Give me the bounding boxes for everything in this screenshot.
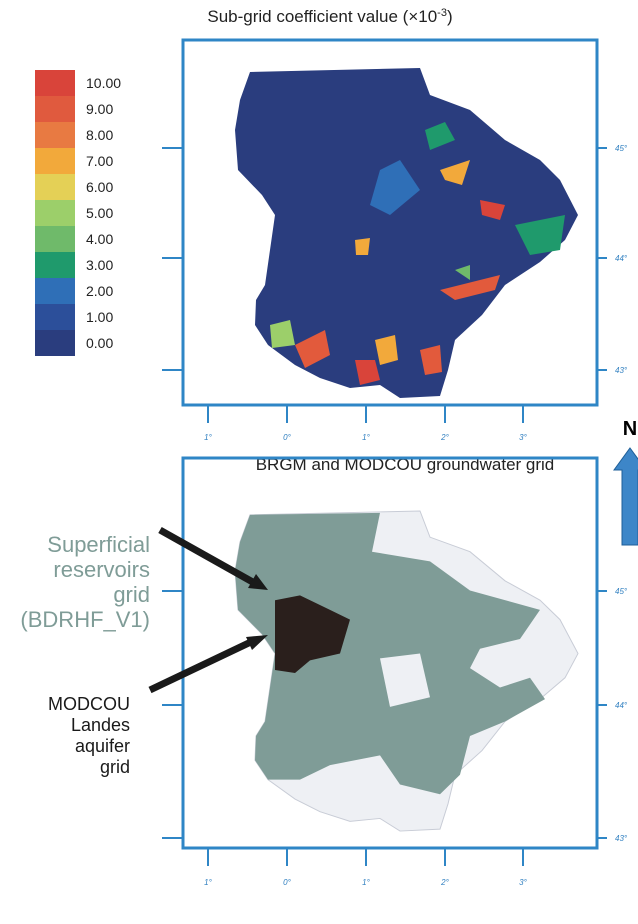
legend-swatch xyxy=(35,96,75,122)
legend-swatch xyxy=(35,278,75,304)
legend-label: 8.00 xyxy=(86,127,113,143)
annotations: Superficialreservoirsgrid(BDRHF_V1)MODCO… xyxy=(20,532,150,777)
legend-swatch xyxy=(35,148,75,174)
annotation-line: Landes xyxy=(71,715,130,735)
legend-label: 6.00 xyxy=(86,179,113,195)
latitude-label: 44° xyxy=(615,701,628,710)
longitude-label: 3° xyxy=(519,433,527,442)
latitude-label: 45° xyxy=(615,587,628,596)
map-frame xyxy=(181,456,599,850)
map-patches xyxy=(270,122,565,385)
annotation-line: (BDRHF_V1) xyxy=(20,607,150,632)
legend: 10.00 9.00 8.00 7.00 6.00 5.00 4.00 3.00 2.00 1.0… xyxy=(35,70,121,356)
latitude-label: 43° xyxy=(615,834,628,843)
latitude-label: 45° xyxy=(615,144,628,153)
map-frame xyxy=(181,38,599,407)
legend-swatch xyxy=(35,252,75,278)
longitude-label: 1° xyxy=(362,878,370,887)
legend-label: 0.00 xyxy=(86,335,113,351)
legend-label: 5.00 xyxy=(86,205,113,221)
annotation-line: MODCOU xyxy=(48,694,130,714)
legend-label: 1.00 xyxy=(86,309,113,325)
longitude-label: 1° xyxy=(204,878,212,887)
legend-swatch xyxy=(35,70,75,96)
longitude-label: 2° xyxy=(440,433,449,442)
north-label: N xyxy=(623,418,637,440)
panel-title: BRGM and MODCOU groundwater grid xyxy=(256,455,555,474)
legend-label: 7.00 xyxy=(86,153,113,169)
latitude-label: 44° xyxy=(615,254,628,263)
legend-swatch xyxy=(35,226,75,252)
longitude-label: 1° xyxy=(362,433,370,442)
legend-swatch xyxy=(35,174,75,200)
panel-title: Sub-grid coefficient value (×10-3) xyxy=(207,7,452,26)
legend-swatch xyxy=(35,330,75,356)
annotation-line: Superficial xyxy=(47,532,150,557)
annotation-line: reservoirs xyxy=(53,557,150,582)
longitude-label: 3° xyxy=(519,878,527,887)
north-arrow xyxy=(613,447,638,546)
longitude-label: 1° xyxy=(204,433,212,442)
legend-label: 2.00 xyxy=(86,283,113,299)
legend-label: 3.00 xyxy=(86,257,113,273)
longitude-label: 0° xyxy=(283,433,291,442)
legend-label: 10.00 xyxy=(86,75,121,91)
legend-swatch xyxy=(35,122,75,148)
longitude-label: 2° xyxy=(440,878,449,887)
annotation-line: grid xyxy=(100,757,130,777)
latitude-label: 43° xyxy=(615,366,628,375)
legend-swatch xyxy=(35,200,75,226)
annotation-line: grid xyxy=(113,582,150,607)
grid-map xyxy=(234,510,579,832)
legend-swatch xyxy=(35,304,75,330)
annotation-line: aquifer xyxy=(75,736,130,756)
annotation-arrows xyxy=(148,526,260,694)
legend-label: 4.00 xyxy=(86,231,113,247)
legend-label: 9.00 xyxy=(86,101,113,117)
longitude-label: 0° xyxy=(283,878,291,887)
